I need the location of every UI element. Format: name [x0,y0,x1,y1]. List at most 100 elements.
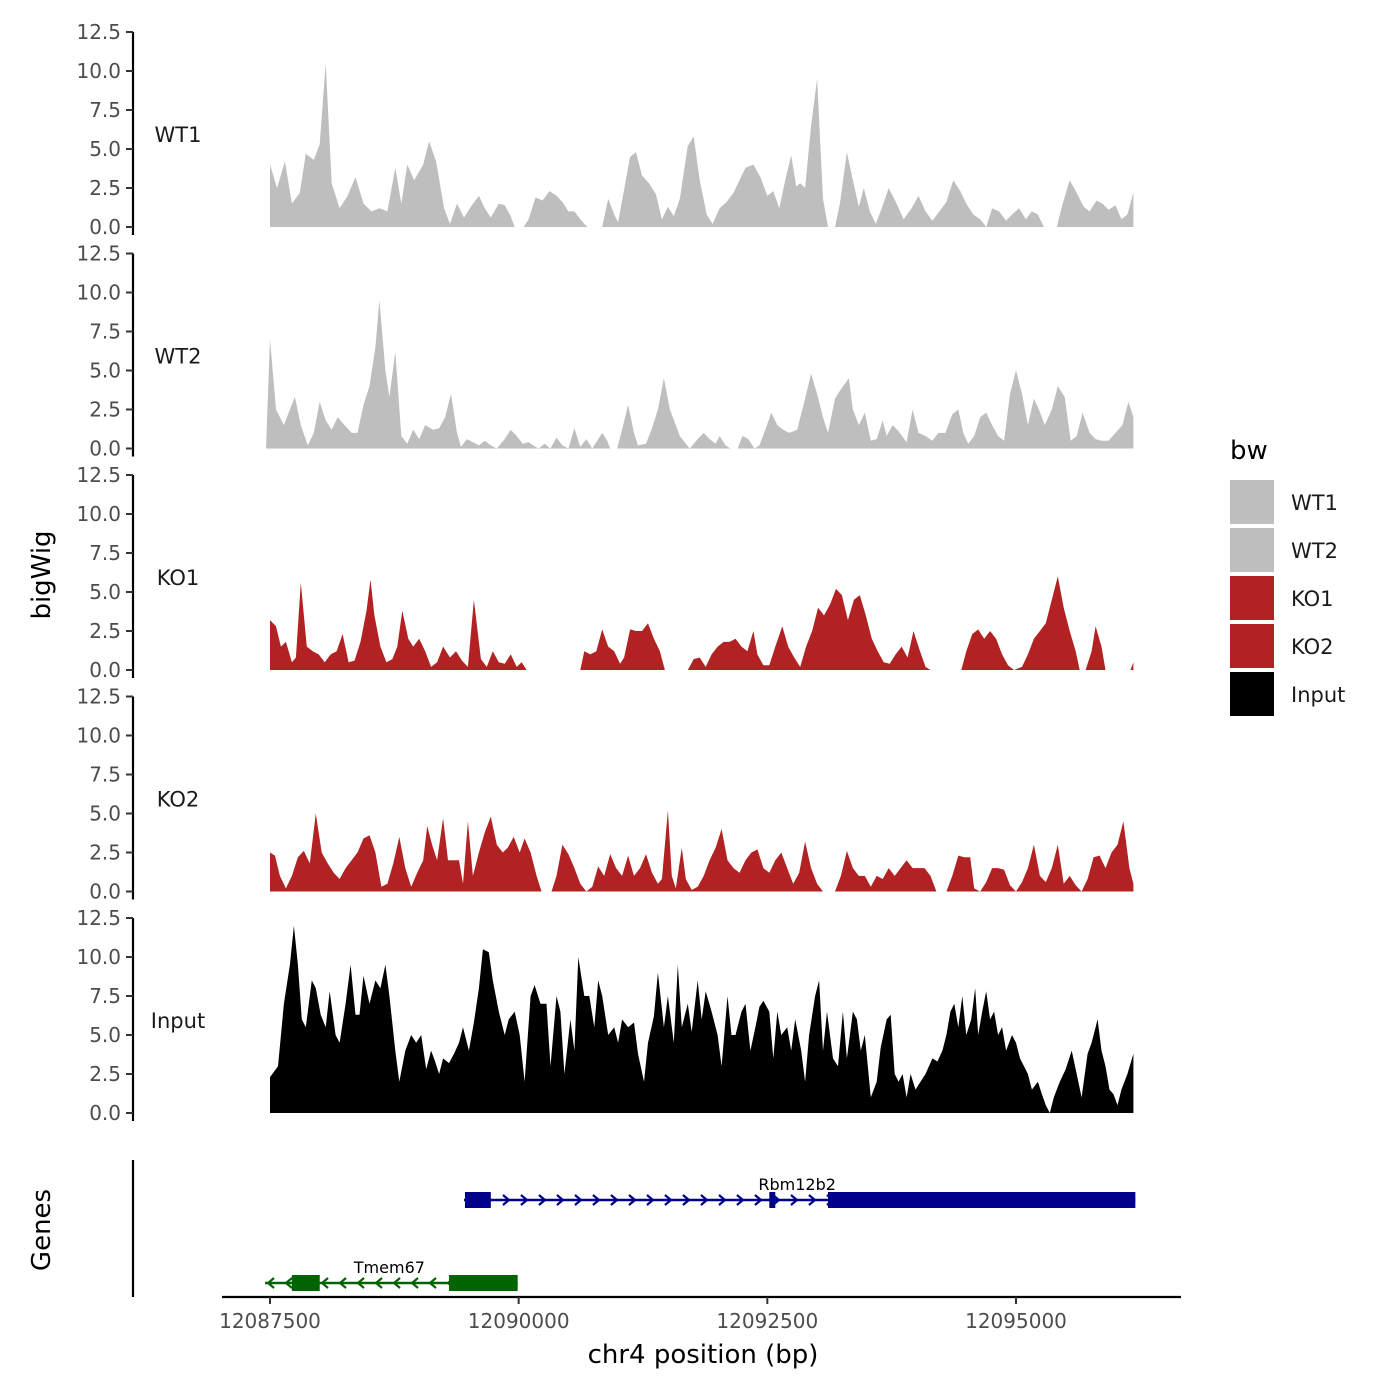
track-input: 0.0 2.5 5.0 7.5 10.0 12.5 Input [76,906,1134,1125]
y-tick-label: 2.5 [89,398,121,422]
y-tick-label: 2.5 [89,619,121,643]
x-axis: 12087500 12090000 12092500 12095000 [219,1295,1181,1333]
legend-title: bw [1230,436,1268,466]
legend-label: KO2 [1291,635,1334,659]
y-tick-label: 0.0 [89,658,121,682]
y-tick-label: 12.5 [76,242,121,266]
track-label: Input [151,1009,205,1033]
y-tick-label: 5.0 [89,1023,121,1047]
strand-arrow [284,1277,293,1289]
strand-arrow [628,1194,637,1206]
track-wt2: 0.0 2.5 5.0 7.5 10.0 12.5 WT2 [76,242,1134,461]
x-axis-title: chr4 position (bp) [588,1340,819,1370]
legend-label: KO1 [1291,587,1334,611]
y-tick-label: 12.5 [76,906,121,930]
legend-key-input [1230,672,1274,716]
strand-arrow [538,1194,547,1206]
area-ko2 [270,810,1134,892]
strand-arrow [320,1277,329,1289]
track-label: WT2 [155,345,202,369]
strand-arrow [592,1194,601,1206]
area-wt2 [266,300,1134,449]
strand-arrow [700,1194,709,1206]
y-tick-label: 12.5 [76,685,121,709]
y-axis-title: bigWig [27,530,57,619]
legend-label: WT1 [1291,491,1338,515]
genes-track: Rbm12b2 Tmem67 [131,1160,1136,1297]
y-tick-label: 5.0 [89,359,121,383]
y-tick-label: 2.5 [89,176,121,200]
y-tick-label: 10.0 [76,724,121,748]
gene-exon [291,1275,320,1291]
y-tick-label: 0.0 [89,1101,121,1125]
strand-arrow [266,1277,275,1289]
y-tick-label: 12.5 [76,20,121,44]
track-label: KO2 [157,788,200,812]
y-tick-label: 2.5 [89,1062,121,1086]
gene-tmem67: Tmem67 [265,1258,518,1291]
gene-rbm12b2: Rbm12b2 [463,1175,1136,1208]
strand-arrow [808,1194,817,1206]
strand-arrow [392,1277,401,1289]
strand-arrow [356,1277,365,1289]
strand-arrow [646,1194,655,1206]
y-tick-label: 10.0 [76,59,121,83]
strand-arrow [556,1194,565,1206]
legend-key-ko2 [1230,624,1274,668]
strand-arrow [736,1194,745,1206]
strand-arrow [502,1194,511,1206]
y-tick-label: 2.5 [89,841,121,865]
x-tick-label: 12090000 [468,1309,570,1333]
y-tick-label: 7.5 [89,320,121,344]
legend-key-wt2 [1230,528,1274,572]
y-tick-label: 7.5 [89,98,121,122]
track-label: WT1 [155,123,202,147]
y-tick-label: 10.0 [76,502,121,526]
legend: bw WT1 WT2 KO1 KO2 Input [1230,436,1345,716]
strand-arrow [718,1194,727,1206]
coverage-tracks: 0.0 2.5 5.0 7.5 10.0 12.5 WT1 0.0 2.5 5.0 7.5 10.0 1… [76,20,1134,1125]
y-tick-label: 0.0 [89,437,121,461]
genes-axis-title: Genes [27,1189,57,1271]
strand-arrow [338,1277,347,1289]
gene-exon [464,1192,491,1208]
y-tick-label: 7.5 [89,984,121,1008]
x-tick-label: 12092500 [716,1309,818,1333]
strand-arrow [682,1194,691,1206]
track-label: KO1 [157,566,200,590]
legend-label: WT2 [1291,539,1338,563]
gene-exon [769,1192,776,1208]
y-tick-label: 12.5 [76,463,121,487]
strand-arrow [754,1194,763,1206]
y-tick-label: 7.5 [89,541,121,565]
y-tick-label: 0.0 [89,215,121,239]
legend-key-ko1 [1230,576,1274,620]
strand-arrow [664,1194,673,1206]
area-ko1 [270,576,1134,670]
gene-exon [449,1275,518,1291]
area-wt1 [270,63,1134,228]
strand-arrow [520,1194,529,1206]
y-tick-label: 10.0 [76,281,121,305]
area-input [270,925,1134,1113]
strand-arrow [428,1277,437,1289]
track-ko2: 0.0 2.5 5.0 7.5 10.0 12.5 KO2 [76,685,1134,904]
gene-label: Rbm12b2 [758,1175,836,1194]
y-tick-label: 5.0 [89,137,121,161]
y-tick-label: 10.0 [76,945,121,969]
track-wt1: 0.0 2.5 5.0 7.5 10.0 12.5 WT1 [76,20,1134,239]
y-tick-label: 5.0 [89,580,121,604]
gene-label: Tmem67 [353,1258,425,1277]
gene-exon [828,1192,1136,1208]
x-tick-label: 12095000 [965,1309,1067,1333]
y-tick-label: 7.5 [89,763,121,787]
legend-label: Input [1291,683,1345,707]
x-tick-label: 12087500 [219,1309,321,1333]
y-tick-label: 5.0 [89,802,121,826]
strand-arrow [374,1277,383,1289]
strand-arrow [574,1194,583,1206]
y-tick-label: 0.0 [89,880,121,904]
legend-key-wt1 [1230,480,1274,524]
strand-arrow [610,1194,619,1206]
